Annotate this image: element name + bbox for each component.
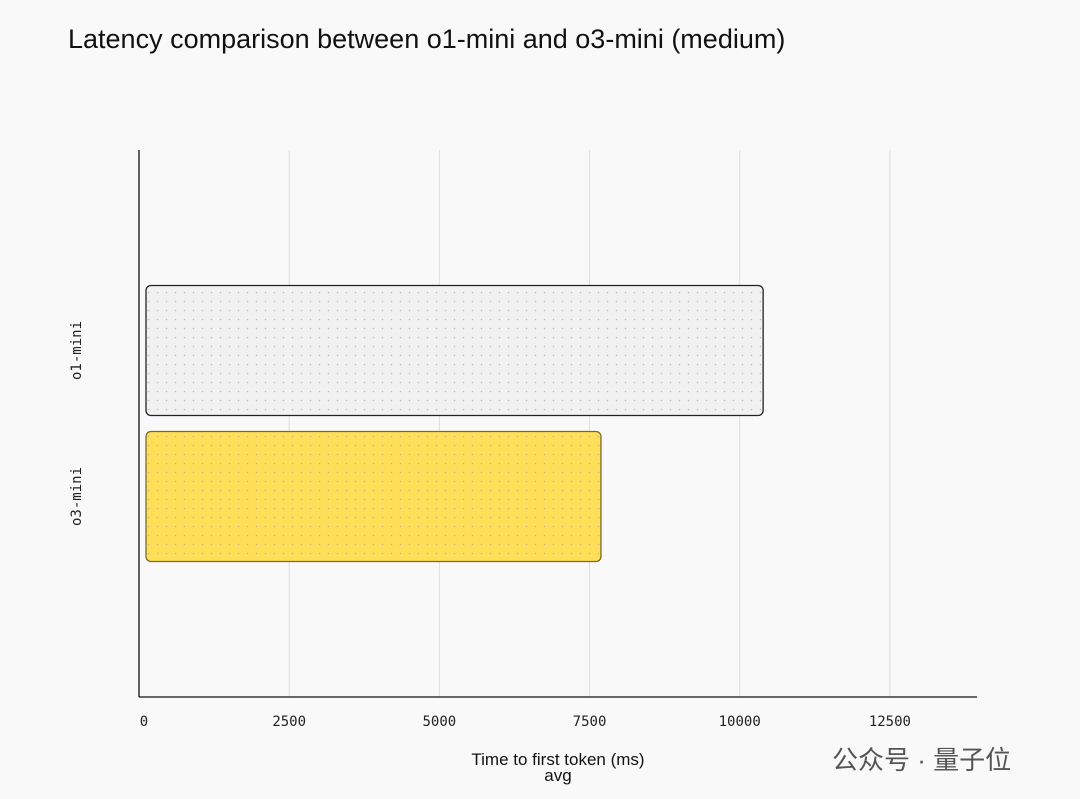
x-tick-label: 12500 — [869, 714, 911, 730]
watermark: 公众号 · 量子位 — [832, 745, 1012, 775]
y-tick-label: o1-mini — [69, 321, 85, 380]
x-tick-label: 2500 — [272, 714, 306, 730]
x-tick-label: 7500 — [573, 714, 607, 730]
y-tick-label: o3-mini — [69, 467, 85, 526]
x-tick-label: 10000 — [719, 714, 761, 730]
x-tick-label: 5000 — [422, 714, 456, 730]
x-tick-label: 0 — [140, 714, 148, 730]
bar-texture — [146, 431, 601, 562]
x-axis-label: Time to first token (ms) avg — [471, 750, 645, 785]
bar-texture — [146, 285, 764, 416]
chart-title: Latency comparison between o1-mini and o… — [68, 24, 786, 54]
